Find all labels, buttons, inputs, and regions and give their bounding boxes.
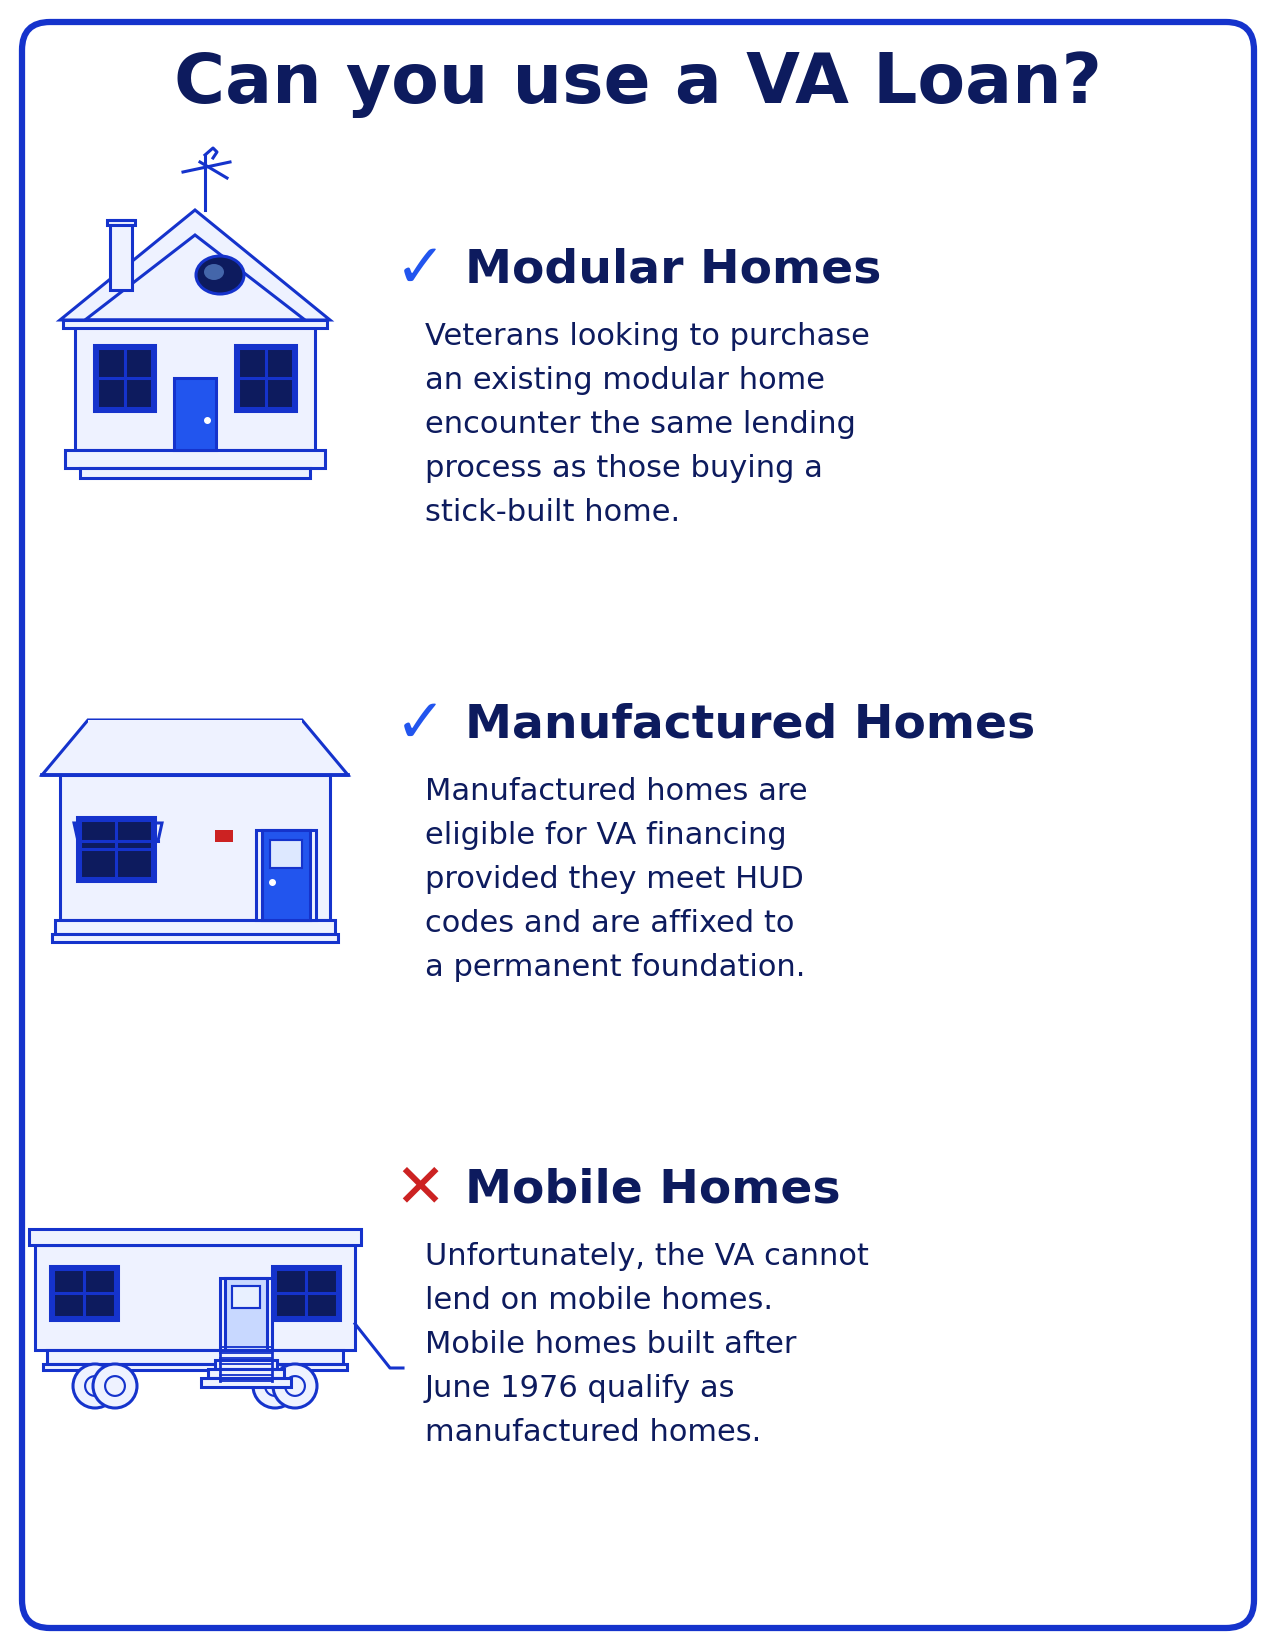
- Text: Modular Homes: Modular Homes: [464, 248, 882, 292]
- Bar: [54, 1269, 115, 1317]
- Bar: [110, 219, 131, 290]
- Text: ✓: ✓: [394, 241, 445, 300]
- Circle shape: [253, 1365, 297, 1407]
- Bar: [47, 1350, 343, 1365]
- Bar: [80, 820, 152, 878]
- Circle shape: [273, 1365, 316, 1407]
- Bar: [256, 830, 316, 921]
- Bar: [235, 345, 296, 411]
- Circle shape: [93, 1365, 137, 1407]
- Text: Manufactured homes are
eligible for VA financing
provided they meet HUD
codes an: Manufactured homes are eligible for VA f…: [425, 777, 808, 982]
- Text: ✕: ✕: [394, 1160, 445, 1219]
- Bar: [272, 1266, 339, 1320]
- Polygon shape: [42, 719, 348, 775]
- Bar: [239, 348, 293, 408]
- Ellipse shape: [204, 264, 225, 280]
- Bar: [202, 1378, 291, 1388]
- Bar: [232, 1285, 260, 1308]
- Bar: [208, 1370, 285, 1378]
- Text: Unfortunately, the VA cannot
lend on mobile homes.
Mobile homes built after
June: Unfortunately, the VA cannot lend on mob…: [425, 1242, 869, 1447]
- Bar: [271, 840, 302, 868]
- Circle shape: [265, 1376, 285, 1396]
- Bar: [34, 1246, 355, 1350]
- Bar: [262, 830, 310, 921]
- Text: Mobile Homes: Mobile Homes: [464, 1168, 841, 1213]
- Bar: [29, 1229, 361, 1246]
- Bar: [219, 1279, 272, 1350]
- Bar: [55, 921, 336, 934]
- Bar: [65, 450, 325, 469]
- Bar: [225, 1279, 267, 1350]
- Polygon shape: [74, 823, 162, 842]
- Bar: [80, 469, 310, 478]
- Polygon shape: [60, 210, 330, 320]
- Bar: [50, 1266, 117, 1320]
- Bar: [88, 719, 302, 724]
- FancyBboxPatch shape: [22, 21, 1254, 1629]
- Bar: [94, 345, 154, 411]
- Bar: [77, 817, 154, 881]
- Bar: [63, 320, 327, 328]
- Text: Can you use a VA Loan?: Can you use a VA Loan?: [174, 51, 1102, 119]
- Circle shape: [105, 1376, 125, 1396]
- Bar: [214, 830, 234, 842]
- Bar: [60, 776, 330, 921]
- Text: ✓: ✓: [394, 696, 445, 754]
- Bar: [97, 348, 152, 408]
- Circle shape: [85, 1376, 105, 1396]
- Ellipse shape: [197, 256, 244, 294]
- Text: Veterans looking to purchase
an existing modular home
encounter the same lending: Veterans looking to purchase an existing…: [425, 322, 870, 526]
- Bar: [276, 1269, 337, 1317]
- Bar: [43, 1365, 347, 1370]
- Bar: [75, 320, 315, 450]
- Bar: [214, 1360, 277, 1370]
- Text: Manufactured Homes: Manufactured Homes: [464, 703, 1035, 747]
- Bar: [52, 934, 338, 942]
- Bar: [174, 378, 216, 450]
- Circle shape: [73, 1365, 117, 1407]
- Circle shape: [285, 1376, 305, 1396]
- Bar: [107, 219, 135, 224]
